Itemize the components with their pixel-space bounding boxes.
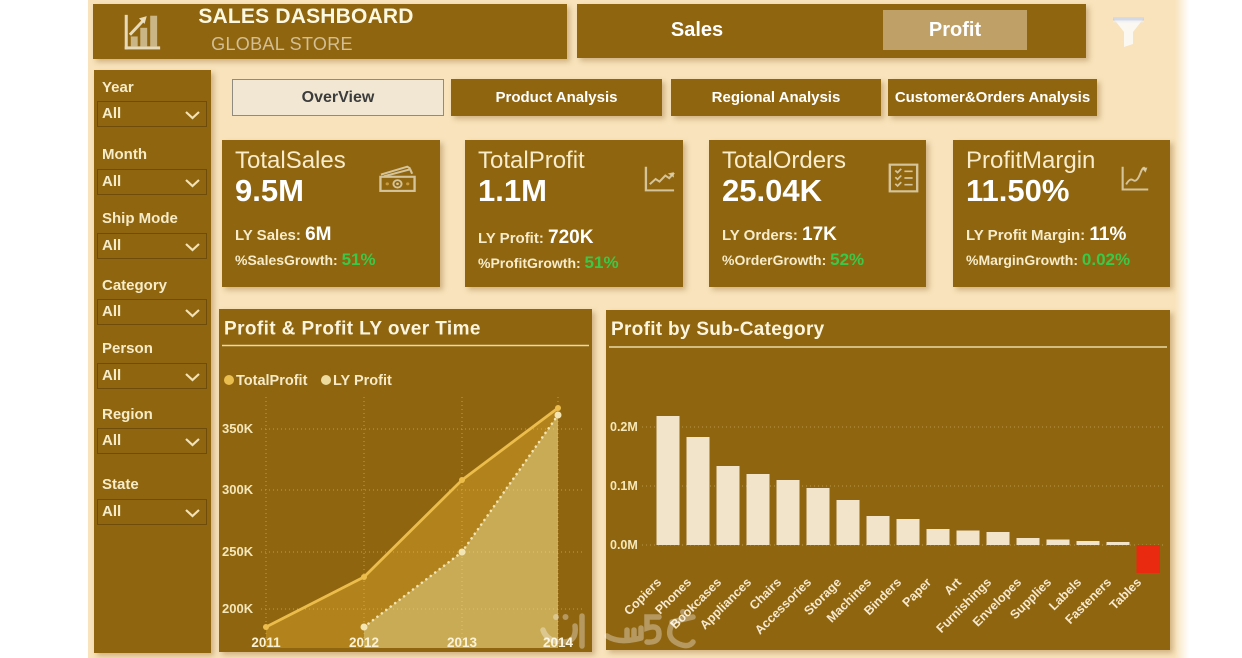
svg-text:0.2M: 0.2M [610, 420, 638, 434]
svg-text:LY Profit: LY Profit [333, 373, 392, 389]
svg-text:2013: 2013 [447, 635, 478, 650]
svg-text:300K: 300K [222, 482, 254, 497]
svg-text:Tables: Tables [1107, 575, 1144, 612]
svg-text:Profit by Sub-Category: Profit by Sub-Category [611, 319, 825, 340]
svg-text:200K: 200K [222, 601, 254, 616]
svg-text:Profit & Profit LY over Time: Profit & Profit LY over Time [224, 319, 481, 340]
svg-text:0.0M: 0.0M [610, 538, 638, 552]
svg-text:2014: 2014 [543, 635, 574, 650]
svg-text:250K: 250K [222, 544, 254, 559]
svg-text:2012: 2012 [349, 635, 379, 650]
svg-text:TotalProfit: TotalProfit [236, 373, 308, 389]
svg-text:350K: 350K [222, 421, 254, 436]
svg-text:2011: 2011 [251, 635, 281, 650]
svg-text:Paper: Paper [900, 575, 935, 610]
svg-text:0.1M: 0.1M [610, 479, 638, 493]
svg-text:Art: Art [941, 575, 964, 598]
